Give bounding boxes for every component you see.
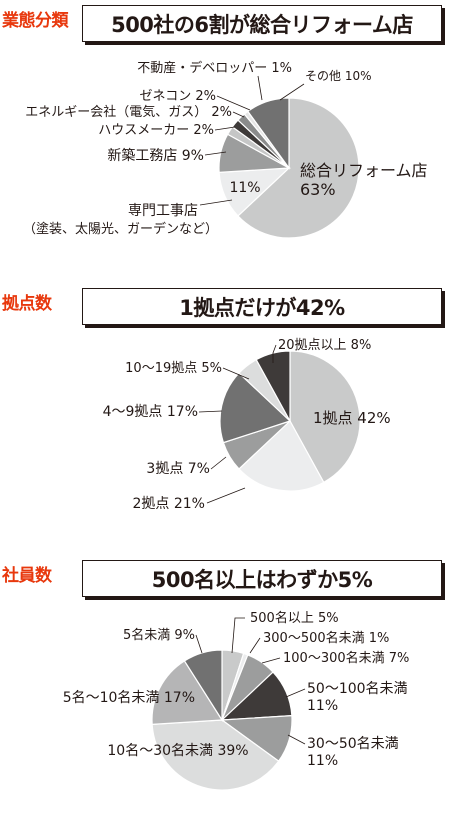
section-business-type: 業態分類 500社の6割が総合リフォーム店 総合リフォーム店 63% 11% 専門工事… <box>0 0 450 265</box>
pie-slice-5 <box>255 350 291 422</box>
slice-label-5: ゼネコン 2% <box>140 89 217 104</box>
leader-line-4 <box>222 367 250 380</box>
slice-label-6: 5名～10名未満 17% <box>63 690 195 706</box>
pie-slice-0 <box>237 97 360 239</box>
pie-slice-5 <box>151 719 280 791</box>
leader-line-1 <box>199 199 233 206</box>
slice-label-5: 10名～30名未満 39% <box>107 743 248 759</box>
leader-line-3 <box>285 688 306 698</box>
slice-label-1: 専門工事店 <box>128 203 198 219</box>
slice-value-label-1: 11% <box>229 180 260 196</box>
slice-label-2: 3拠点 7% <box>146 461 210 477</box>
leader-line-4 <box>287 734 306 745</box>
slice-label-3: 50～100名未満 11% <box>307 681 408 714</box>
slice-label-1: 300～500名未満 1% <box>263 630 389 646</box>
section-label: 業態分類 <box>2 11 69 31</box>
leader-line-5 <box>216 95 251 111</box>
slice-label-7: 5名未満 9% <box>123 627 195 643</box>
leader-line-3 <box>198 410 223 413</box>
pie-chart-employees: 500名以上 5% 300～500名未満 1% 100～300名未満 7% 50～10… <box>63 610 409 791</box>
section-label: 拠点数 <box>2 294 52 314</box>
slice-label-7: その他 10% <box>305 69 372 83</box>
slice-label-3: ハウスメーカー 2% <box>98 123 214 138</box>
slice-label-0: 500名以上 5% <box>250 610 339 626</box>
slice-label-3: 4～9拠点 17% <box>103 404 198 420</box>
slice-label-0: 1拠点 42% <box>313 409 391 427</box>
leader-line-2 <box>210 456 227 470</box>
leader-line-6 <box>257 75 263 101</box>
slice-sublabel-1: （塗装、太陽光、ガーデンなど） <box>23 221 218 237</box>
slice-label-4: エネルギー会社（電気、ガス） 2% <box>25 104 232 120</box>
leader-line-2 <box>204 151 227 156</box>
slice-label-4: 10～19拠点 5% <box>125 361 222 376</box>
pie-slice-7 <box>247 97 290 170</box>
slice-label-4: 30～50名未満 11% <box>307 736 399 769</box>
chart-headline: 500社の6割が総合リフォーム店 <box>82 5 442 42</box>
leader-line-0 <box>231 617 245 654</box>
pie-slice-3 <box>219 372 292 444</box>
leader-line-5 <box>272 344 277 363</box>
section-locations: 拠点数 1拠点だけが42% 1拠点 42% 2拠点 21% 3拠点 7% 4～9拠点 … <box>0 283 450 548</box>
section-label: 社員数 <box>2 566 52 586</box>
slice-label-1: 2拠点 21% <box>133 496 205 512</box>
pie-chart-locations: 1拠点 42% 2拠点 21% 3拠点 7% 4～9拠点 17% 10～19拠点 5% 2… <box>103 338 391 512</box>
pie-slice-7 <box>183 649 223 723</box>
slice-label-5: 20拠点以上 8% <box>278 338 371 353</box>
leader-line-1 <box>206 487 246 504</box>
leader-line-3 <box>214 126 236 131</box>
slice-label-2: 100～300名未満 7% <box>283 650 409 666</box>
section-employees: 社員数 500名以上はわずか5% 500名以上 5% 300～500名未満 1% 1… <box>0 555 450 820</box>
leader-line-4 <box>232 111 245 118</box>
leader-line-1 <box>249 637 261 654</box>
leader-line-2 <box>261 657 281 664</box>
pie-slice-1 <box>238 420 325 492</box>
chart-headline: 1拠点だけが42% <box>82 288 442 325</box>
pie-chart-business-type: 総合リフォーム店 63% 11% 専門工事店 （塗装、太陽光、ガーデンなど） 新築工務店 … <box>23 60 428 239</box>
leader-line-7 <box>279 83 305 101</box>
chart-headline: 500名以上はわずか5% <box>82 560 442 597</box>
slice-label-6: 不動産・デベロッパー 1% <box>137 60 292 76</box>
slice-label-0: 総合リフォーム店 63% <box>300 161 428 199</box>
leader-line-7 <box>195 634 203 654</box>
slice-label-2: 新築工務店 9% <box>107 148 204 164</box>
pie-slice-0 <box>289 350 361 484</box>
pie-slice-6 <box>151 660 224 726</box>
